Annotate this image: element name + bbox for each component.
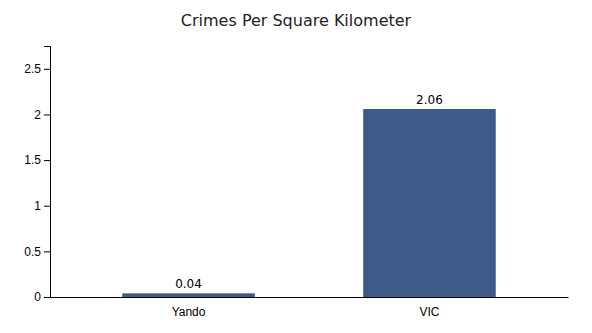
tick: Yando [172, 305, 206, 319]
data-labels: 0.04 2.06 [175, 93, 443, 291]
tick: 1 [34, 199, 50, 213]
tick-label: 1.5 [24, 153, 41, 167]
tick-mark [44, 297, 50, 298]
tick-mark [44, 69, 50, 70]
tick-label: VIC [419, 305, 439, 319]
data-label: 0.04 [175, 277, 202, 291]
tick: 1.5 [24, 153, 50, 167]
tick: 0.5 [24, 245, 50, 259]
tick-mark [44, 114, 50, 115]
tick-label: 0 [34, 290, 41, 304]
tick-mark [44, 206, 50, 207]
title: Crimes Per Square Kilometer [181, 11, 412, 30]
tick-label: 1 [34, 199, 41, 213]
bar [122, 293, 255, 297]
tick-mark [44, 251, 50, 252]
tick-mark [44, 160, 50, 161]
axis-line [51, 297, 569, 298]
tick-label: Yando [172, 305, 206, 319]
tick: 0 [34, 290, 50, 304]
data-label: 2.06 [416, 93, 443, 107]
tick-label: 2 [34, 108, 41, 122]
tick: VIC [419, 305, 439, 319]
bars [122, 109, 495, 297]
y-axis: 0 0.5 1 1.5 2 2.5 [24, 47, 50, 305]
bar [363, 109, 496, 297]
x-axis: Yando VIC [51, 298, 569, 319]
chart: Crimes Per Square Kilometer 0 0.5 1 1.5 2 2.5 Y… [0, 0, 592, 333]
plot: 0 0.5 1 1.5 2 2.5 Yando VIC 0.04 2.06 [24, 47, 568, 319]
axis-line [44, 47, 51, 298]
tick-label: 2.5 [24, 62, 41, 76]
tick-label: 0.5 [24, 245, 41, 259]
tick: 2 [34, 108, 50, 122]
tick: 2.5 [24, 62, 50, 76]
